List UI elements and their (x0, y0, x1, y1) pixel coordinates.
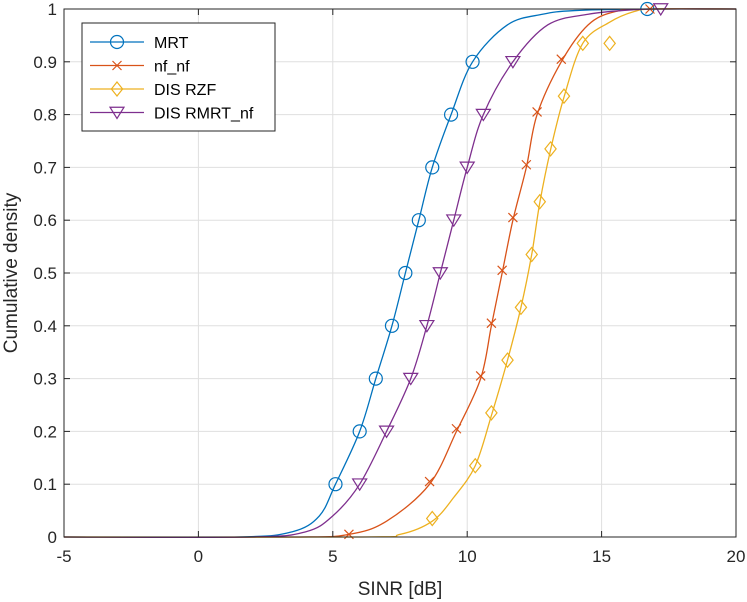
series-marker (351, 478, 368, 492)
series-marker (514, 299, 528, 316)
series-marker (445, 214, 462, 228)
x-tick-label: 15 (592, 547, 611, 566)
y-tick-label: 0.1 (33, 475, 57, 494)
series-marker (485, 404, 498, 421)
series-marker (425, 160, 440, 175)
series-marker (384, 318, 400, 333)
series-marker (497, 265, 508, 276)
series-marker (328, 477, 343, 492)
legend-swatch-marker (112, 60, 122, 71)
series-marker (352, 424, 367, 439)
legend: MRT nf_nf DIS RZF DIS RMRT_nf (81, 22, 276, 132)
y-tick-label: 0.6 (33, 211, 57, 230)
series-marker (424, 476, 435, 487)
series-layer (63, 1, 737, 540)
x-tick-label: 10 (458, 547, 477, 566)
legend-entry: DIS RZF (90, 81, 216, 99)
x-tick-label: -5 (56, 547, 71, 566)
series-line (63, 8, 737, 538)
series-marker (398, 265, 413, 281)
legend-entry: MRT (90, 34, 189, 52)
series-marker (465, 54, 480, 69)
legend-label: nf_nf (154, 59, 190, 76)
x-tick-label: 0 (194, 547, 203, 566)
series-dis-rmrt-nf (63, 3, 737, 539)
y-tick-label: 1 (48, 0, 57, 19)
y-tick-label: 0.5 (33, 264, 57, 283)
series-marker (532, 107, 543, 117)
series-marker (368, 371, 383, 386)
x-tick-label: 20 (727, 547, 746, 566)
series-dis-rzf (63, 8, 737, 538)
series-marker (451, 423, 462, 434)
legend-entry: DIS RMRT_nf (90, 106, 254, 123)
series-line (63, 8, 737, 539)
y-tick-label: 0.9 (33, 53, 57, 72)
y-tick-label: 0.2 (33, 422, 57, 441)
series-marker (533, 193, 547, 210)
legend-swatch-marker (109, 34, 125, 50)
legend-label: DIS RZF (154, 82, 216, 99)
legend-label: MRT (154, 35, 189, 52)
series-line (63, 8, 737, 539)
legend-swatch-marker (108, 106, 126, 120)
series-marker (402, 372, 419, 386)
series-marker (411, 213, 426, 228)
x-tick-label: 5 (328, 547, 337, 566)
series-marker (425, 510, 439, 527)
series-marker (443, 107, 459, 122)
series-marker (557, 88, 571, 105)
y-axis-label: Cumulative density (1, 192, 22, 353)
series-mrt (63, 1, 737, 539)
series-marker (525, 246, 539, 263)
series-marker (507, 212, 518, 223)
series-marker (468, 457, 482, 474)
y-tick-label: 0 (48, 528, 57, 547)
x-axis-label: SINR [dB] (358, 579, 442, 600)
series-marker (576, 35, 590, 52)
series-marker (504, 55, 521, 69)
series-marker (418, 319, 435, 333)
y-tick-label: 0.3 (33, 370, 57, 389)
series-marker (521, 159, 532, 170)
y-tick-label: 0.4 (33, 317, 57, 336)
series-marker (501, 352, 514, 369)
y-tick-label: 0.7 (33, 158, 57, 177)
legend-label: DIS RMRT_nf (154, 106, 254, 123)
series-nf-nf (63, 4, 737, 540)
series-marker (556, 54, 567, 65)
series-marker (486, 318, 497, 329)
series-marker (475, 371, 486, 381)
series-marker (603, 35, 617, 52)
y-tick-label: 0.8 (33, 106, 57, 125)
series-marker (432, 267, 449, 281)
legend-entry: nf_nf (90, 59, 190, 76)
series-marker (544, 140, 557, 157)
legend-swatch-marker (110, 81, 124, 97)
series-marker (475, 108, 492, 122)
series-marker (378, 425, 395, 439)
series-marker (459, 161, 476, 175)
